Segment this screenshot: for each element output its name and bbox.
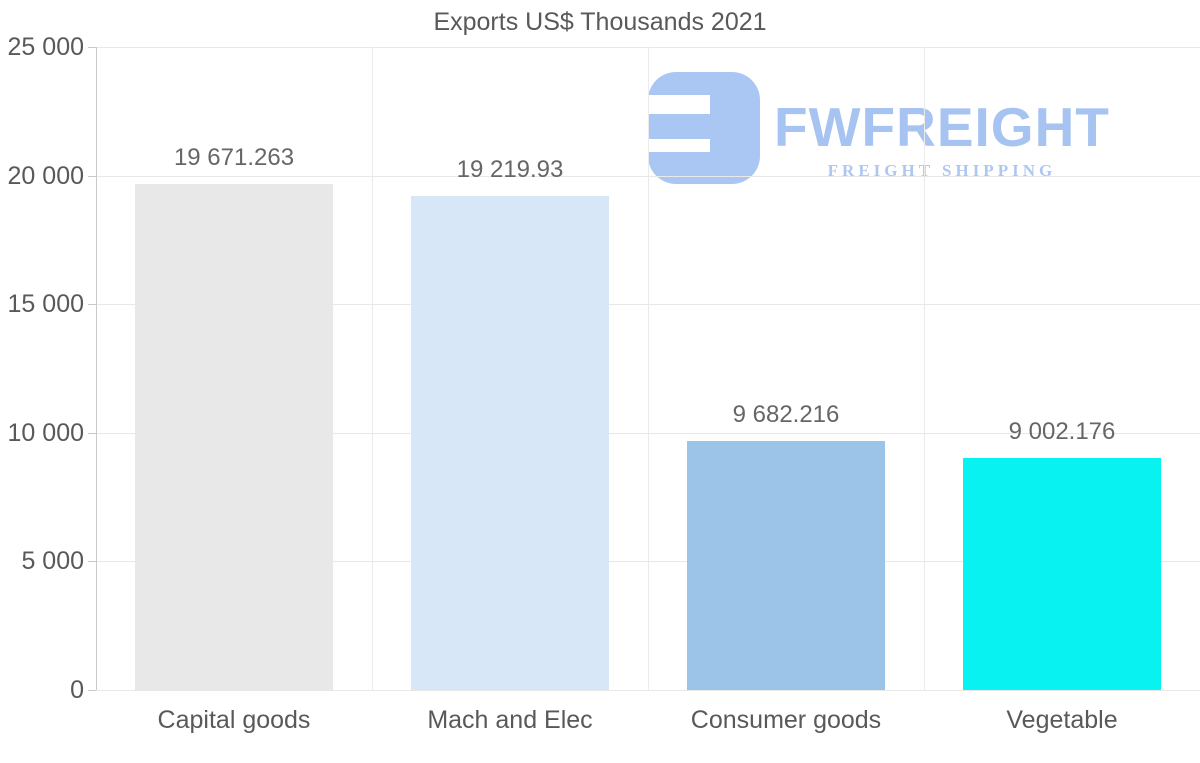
bar-capital-goods[interactable] [135, 184, 333, 690]
bar-mach-and-elec[interactable] [411, 195, 609, 690]
y-tick-label-5000: 5 000 [21, 547, 84, 576]
y-tick-label-0: 0 [70, 676, 84, 704]
y-tick-label-15000: 15 000 [7, 290, 84, 319]
y-tick-mark-15000 [88, 304, 96, 306]
fwfreight-logo-icon [646, 72, 760, 189]
category-gridline-3 [924, 47, 925, 690]
fwfreight-logo-text: FWFREIGHT FREIGHT SHIPPING [774, 72, 1110, 181]
y-tick-mark-0 [88, 690, 96, 691]
fwfreight-logo: FWFREIGHT FREIGHT SHIPPING [646, 72, 1110, 189]
value-label-consumer-goods: 9 682.216 [732, 400, 840, 428]
bar-consumer-goods[interactable] [687, 440, 885, 690]
category-gridline-1 [372, 47, 373, 690]
gridline-0 [96, 690, 1200, 691]
y-tick-mark-25000 [88, 47, 96, 48]
x-tick-label-consumer-goods: Consumer goods [690, 706, 882, 734]
fwfreight-logo-tagline: FREIGHT SHIPPING [827, 161, 1057, 181]
value-label-capital-goods: 19 671.263 [173, 144, 295, 172]
y-tick-label-20000: 20 000 [7, 161, 84, 190]
bar-vegetable[interactable] [963, 458, 1161, 690]
y-tick-label-25000: 25 000 [7, 33, 84, 61]
fwfreight-logo-name: FWFREIGHT [774, 96, 1110, 158]
x-tick-label-mach-and-elec: Mach and Elec [427, 706, 593, 734]
chart-title: Exports US$ Thousands 2021 [433, 8, 767, 36]
y-tick-mark-10000 [88, 432, 96, 434]
y-axis-line [96, 47, 97, 690]
value-label-vegetable: 9 002.176 [1008, 418, 1116, 446]
x-tick-label-vegetable: Vegetable [1006, 706, 1118, 734]
category-gridline-2 [648, 47, 649, 690]
value-label-mach-and-elec: 19 219.93 [456, 155, 564, 183]
y-tick-mark-20000 [88, 175, 96, 177]
x-tick-label-capital-goods: Capital goods [157, 706, 311, 734]
y-tick-label-10000: 10 000 [7, 418, 84, 447]
y-tick-mark-5000 [88, 561, 96, 563]
